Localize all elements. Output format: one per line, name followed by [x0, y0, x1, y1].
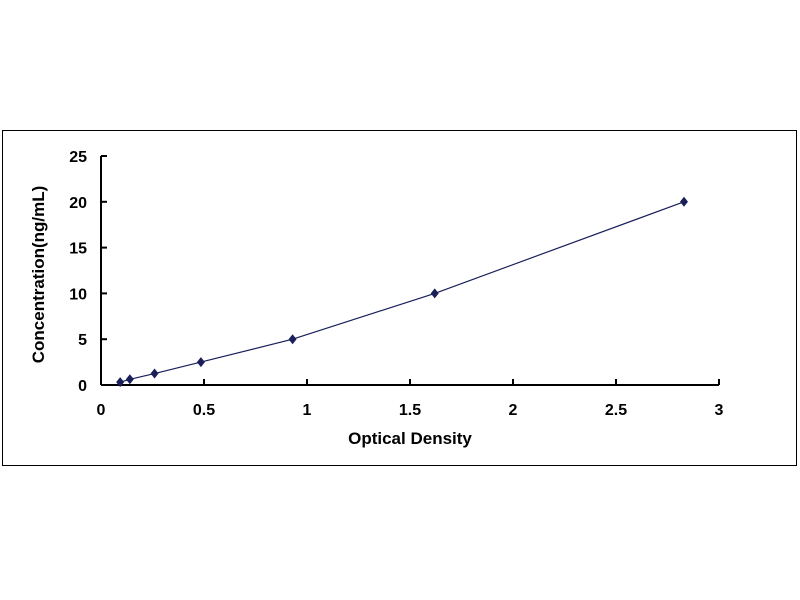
x-tick-label: 1.5 — [399, 402, 421, 419]
data-point — [430, 288, 439, 299]
x-tick-label: 2.5 — [605, 402, 627, 419]
x-axis-title: Optical Density — [348, 429, 472, 448]
chart-frame — [2, 130, 797, 466]
y-axis-title: Concentration(ng/mL) — [29, 186, 48, 364]
series-line — [119, 201, 685, 383]
data-point — [196, 357, 205, 368]
x-tick-label: 2 — [509, 402, 518, 419]
data-point — [679, 196, 688, 207]
data-point — [116, 377, 125, 388]
x-tick-label: 0.5 — [193, 402, 215, 419]
y-tick-label: 20 — [69, 195, 87, 212]
x-tick-label: 0 — [97, 402, 106, 419]
x-tick-label: 3 — [715, 402, 724, 419]
y-tick-label: 5 — [78, 332, 87, 349]
data-point — [288, 334, 297, 345]
y-tick-label: 15 — [69, 241, 87, 258]
data-point — [125, 374, 134, 385]
y-tick-label: 25 — [69, 149, 87, 166]
y-tick-label: 10 — [69, 286, 87, 303]
x-tick-label: 1 — [303, 402, 312, 419]
y-tick-label: 0 — [78, 378, 87, 395]
data-point — [150, 368, 159, 379]
